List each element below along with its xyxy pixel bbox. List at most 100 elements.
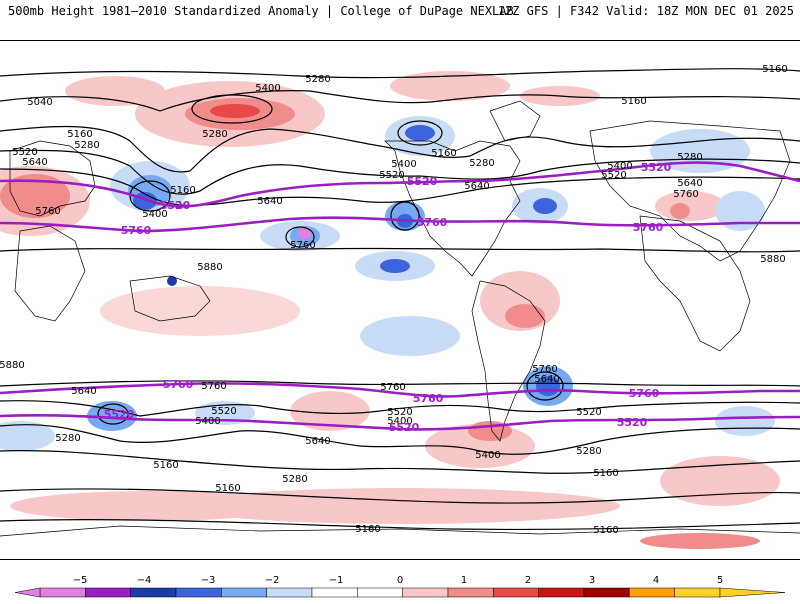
- contour-label: 5520: [387, 407, 412, 418]
- contour-label: 5280: [677, 152, 702, 163]
- contour-label: 5640: [534, 374, 559, 385]
- contour-label: 5160: [431, 148, 456, 159]
- contour-label: 5760: [290, 240, 315, 251]
- contour-label: 5280: [74, 140, 99, 151]
- contour-label: 5760: [121, 224, 152, 237]
- contour-labels: 5280516050405400516051605280528055205640…: [0, 64, 788, 536]
- contour-label: 5760: [673, 189, 698, 200]
- contour-label: 5280: [576, 446, 601, 457]
- contour-label: 5400: [387, 416, 412, 427]
- contour-label: 5640: [305, 436, 330, 447]
- colorbar-swatch: [175, 587, 222, 598]
- map-canvas: 5280516050405400516051605280528055205640…: [0, 64, 800, 549]
- colorbar-swatch: [85, 587, 131, 598]
- contour-label: 5520: [379, 170, 404, 181]
- colorbar-swatch: [629, 587, 675, 598]
- contour-label: 5520: [617, 416, 648, 429]
- contour-label: 5400: [255, 83, 280, 94]
- contour-label: 5760: [417, 216, 448, 229]
- contour-label: 5400: [607, 161, 632, 172]
- contour-label: 5400: [475, 450, 500, 461]
- anomaly-map: 5280 5160 5040 5400 5160 5160 5280 5280 5520 5640…: [0, 40, 800, 560]
- model-run-info: 12Z GFS | F342 Valid: 18Z MON DEC 01 202…: [497, 4, 794, 18]
- continents: [0, 100, 800, 537]
- anomaly-shading: [0, 71, 780, 549]
- colorbar-swatch: [39, 587, 86, 598]
- colorbar-max-arrow: [719, 587, 786, 598]
- contour-label: 5160: [762, 64, 787, 75]
- contour-label: 5520: [12, 147, 37, 158]
- height-contours: [0, 68, 800, 531]
- colorbar-swatch: [674, 587, 721, 598]
- contour-label: 5400: [195, 416, 220, 427]
- contour-label: 5160: [593, 525, 618, 536]
- contour-label: 5640: [464, 181, 489, 192]
- contour-label: 5160: [593, 468, 618, 479]
- contour-label: 5040: [27, 97, 52, 108]
- contour-label: 5640: [257, 196, 282, 207]
- colorbar-swatches: [14, 587, 786, 598]
- contour-label: 5760: [633, 221, 664, 234]
- contour-label: 5520: [104, 408, 135, 421]
- highlighted-contours: [0, 161, 800, 431]
- colorbar-tick-label: −4: [137, 575, 152, 586]
- contour-label: 5280: [305, 74, 330, 85]
- contour-label: 5160: [170, 185, 195, 196]
- colorbar-tick-label: 3: [589, 575, 595, 586]
- contour-label: 5640: [677, 178, 702, 189]
- contour-label: 5520: [601, 170, 626, 181]
- anomaly-colorbar: −5 −4 −3 −2 −1 0 1 2 3 4 5: [0, 572, 800, 600]
- contour-label: 5520: [576, 407, 601, 418]
- colorbar-tick-label: 2: [525, 575, 531, 586]
- colorbar-swatch: [357, 587, 403, 598]
- colorbar-swatch: [583, 587, 630, 598]
- colorbar-tick-label: 4: [653, 575, 659, 586]
- colorbar-tick-label: −2: [265, 575, 280, 586]
- colorbar-swatch: [538, 587, 585, 598]
- colorbar-swatch: [266, 587, 313, 598]
- contour-label: 5280: [282, 474, 307, 485]
- colorbar-swatch: [493, 587, 539, 598]
- contour-label: 5520: [407, 175, 438, 188]
- contour-label: 5760: [35, 206, 60, 217]
- colorbar-tick-label: 0: [397, 575, 403, 586]
- contour-label: 5520: [160, 199, 191, 212]
- colorbar-tick-label: 5: [717, 575, 723, 586]
- colorbar-tick-label: −5: [73, 575, 88, 586]
- contour-label: 5760: [163, 378, 194, 391]
- contour-label: 5400: [391, 159, 416, 170]
- contour-label: 5160: [215, 483, 240, 494]
- contour-label: 5760: [629, 387, 660, 400]
- contour-label: 5760: [380, 382, 405, 393]
- contour-label: 5280: [55, 433, 80, 444]
- contour-label: 5160: [621, 96, 646, 107]
- contour-label: 5520: [641, 161, 672, 174]
- contour-label: 5520: [389, 421, 420, 434]
- contour-label: 5760: [413, 392, 444, 405]
- contour-label: 5880: [197, 262, 222, 273]
- contour-label: 5400: [142, 209, 167, 220]
- contour-label: 5760: [201, 381, 226, 392]
- map-title: 500mb Height 1981—2010 Standardized Anom…: [8, 4, 514, 18]
- contour-label: 5160: [355, 524, 380, 535]
- colorbar-tick-labels: −5 −4 −3 −2 −1 0 1 2 3 4 5: [73, 575, 724, 586]
- contour-label: 5280: [202, 129, 227, 140]
- colorbar-swatch: [130, 587, 177, 598]
- colorbar-swatch: [402, 587, 449, 598]
- contour-label: 5640: [22, 157, 47, 168]
- contour-label: 5880: [760, 254, 785, 265]
- colorbar-min-arrow: [14, 587, 41, 598]
- contour-label: 5520: [211, 406, 236, 417]
- contour-label: 5160: [67, 129, 92, 140]
- contour-label: 5160: [153, 460, 178, 471]
- colorbar-tick-label: 1: [461, 575, 467, 586]
- colorbar-swatch: [221, 587, 267, 598]
- colorbar-tick-label: −1: [329, 575, 344, 586]
- contour-label: 5280: [469, 158, 494, 169]
- colorbar-swatch: [311, 587, 358, 598]
- contour-label: 5760: [532, 364, 557, 375]
- contour-label: 5640: [71, 386, 96, 397]
- contour-label: 5880: [0, 360, 25, 371]
- colorbar-tick-label: −3: [201, 575, 216, 586]
